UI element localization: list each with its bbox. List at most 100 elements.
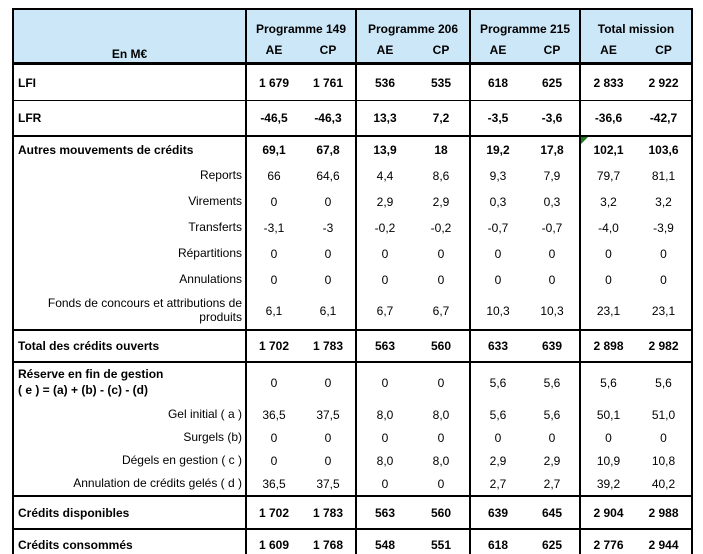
- cell: 67,8: [301, 135, 356, 163]
- cell: 39,2: [579, 472, 636, 496]
- cell: 79,7: [579, 163, 636, 189]
- cell: 0: [355, 361, 413, 403]
- table-row-annulations: Annulations 0 0 0 0 0 0 0 0: [13, 267, 692, 293]
- cell: 0: [245, 241, 301, 267]
- cell: -46,3: [301, 100, 356, 136]
- cell: 19,2: [469, 135, 525, 163]
- cell: -0,7: [469, 215, 525, 241]
- row-label: Fonds de concours et attributions de pro…: [47, 296, 242, 324]
- cell-value: 102,1: [593, 143, 624, 157]
- cell: 560: [413, 495, 470, 529]
- cell: 2 904: [579, 495, 636, 529]
- cell: 8,0: [432, 407, 450, 422]
- row-label: Transferts: [188, 220, 242, 235]
- cell: 1 783: [301, 329, 356, 362]
- cell: 560: [413, 329, 470, 362]
- cell: 536: [355, 63, 413, 101]
- cell: 69,1: [245, 135, 301, 163]
- table-row-lfr: LFR -46,5 -46,3 13,3 7,2 -3,5 -3,6 -36,6…: [13, 100, 692, 136]
- cell: 639: [525, 329, 580, 362]
- cell: 2,9: [432, 195, 450, 209]
- cell: 2,9: [355, 189, 413, 215]
- cell: 13,3: [355, 100, 413, 136]
- cell: 2 898: [579, 329, 636, 362]
- cell: 3,2: [579, 189, 636, 215]
- cell: 0: [355, 241, 413, 267]
- header-group-row: En M€ Programme 149 Programme 206 Progra…: [13, 9, 692, 65]
- table-row-total-credits-ouverts: Total des crédits ouverts 1 702 1 783 56…: [13, 329, 692, 362]
- cell: -36,6: [579, 100, 636, 136]
- cell: 639: [469, 495, 525, 529]
- cell: -46,5: [245, 100, 301, 136]
- cell: 2,7: [469, 472, 525, 496]
- cell: 1 761: [312, 75, 344, 90]
- cell: 0,3: [469, 189, 525, 215]
- cell: 0: [437, 476, 445, 491]
- row-label: LFI: [18, 75, 36, 90]
- row-label: Annulation de crédits gelés ( d ): [73, 475, 242, 490]
- cell: 5,6: [469, 403, 525, 426]
- cell: 8,0: [355, 403, 413, 426]
- cell: 0: [245, 426, 301, 449]
- cell: 40,2: [651, 476, 676, 491]
- cell: 50,1: [579, 403, 636, 426]
- table-row-annulation-credits-geles: Annulation de crédits gelés ( d ) 36,5 3…: [13, 472, 692, 496]
- cell: 2 833: [579, 63, 636, 101]
- cell: 10,9: [579, 449, 636, 472]
- cell: 0: [548, 273, 556, 287]
- cell: 36,5: [245, 472, 301, 496]
- subheader-ae: AE: [245, 37, 301, 65]
- cell: 633: [469, 329, 525, 362]
- cell: 6,1: [319, 304, 337, 318]
- cell: 102,1: [579, 135, 636, 163]
- cell: 5,6: [636, 361, 692, 403]
- cell: 2,9: [469, 449, 525, 472]
- cell: 1 783: [301, 495, 356, 529]
- cell: 6,7: [355, 293, 413, 330]
- cell: 645: [525, 495, 580, 529]
- cell: 9,3: [469, 163, 525, 189]
- table-row-autres-mouvements: Autres mouvements de crédits 69,1 67,8 1…: [13, 135, 692, 163]
- subheader-cp: CP: [301, 37, 356, 65]
- cell: 1 679: [245, 63, 301, 101]
- header-sub-row: AE CP AE CP AE CP AE CP: [13, 37, 692, 65]
- row-label: LFR: [13, 100, 246, 136]
- cell: 10,8: [651, 453, 676, 468]
- row-label: Gel initial ( a ): [167, 406, 242, 421]
- subheader-ae: AE: [579, 37, 636, 65]
- group-header-programme-215: Programme 215: [469, 9, 580, 37]
- cell: 0: [324, 195, 332, 209]
- cell: -3,5: [469, 100, 525, 136]
- cell: 0: [245, 267, 301, 293]
- cell: 37,5: [316, 407, 340, 422]
- cell: 81,1: [651, 169, 676, 183]
- cell: 0: [548, 430, 556, 445]
- cell: 0: [469, 426, 525, 449]
- cell: 2,9: [543, 453, 561, 468]
- cell: 0: [413, 361, 470, 403]
- cell: 0,3: [543, 195, 561, 209]
- cell: -0,2: [430, 221, 452, 235]
- table-row-repartitions: Répartitions 0 0 0 0 0 0 0 0: [13, 241, 692, 267]
- cell: 0: [579, 241, 636, 267]
- cell: 23,1: [579, 293, 636, 330]
- cell: 18: [413, 135, 470, 163]
- group-header-programme-149: Programme 149: [245, 9, 356, 37]
- unit-header: En M€: [13, 9, 246, 65]
- subheader-cp: CP: [413, 37, 470, 65]
- cell: 66: [245, 163, 301, 189]
- cell: -3,1: [245, 215, 301, 241]
- cell: 0: [245, 189, 301, 215]
- cell: -0,2: [355, 215, 413, 241]
- cell: 8,0: [432, 453, 450, 468]
- row-label: Autres mouvements de crédits: [13, 135, 246, 163]
- cell: 563: [355, 329, 413, 362]
- cell: 64,6: [316, 169, 340, 183]
- cell: 5,6: [543, 407, 561, 422]
- cell: 8,6: [432, 169, 450, 183]
- cell: 0: [245, 449, 301, 472]
- cell: 0: [301, 361, 356, 403]
- group-header-programme-206: Programme 206: [355, 9, 470, 37]
- cell: 2 922: [648, 75, 679, 90]
- cell: 1 702: [245, 495, 301, 529]
